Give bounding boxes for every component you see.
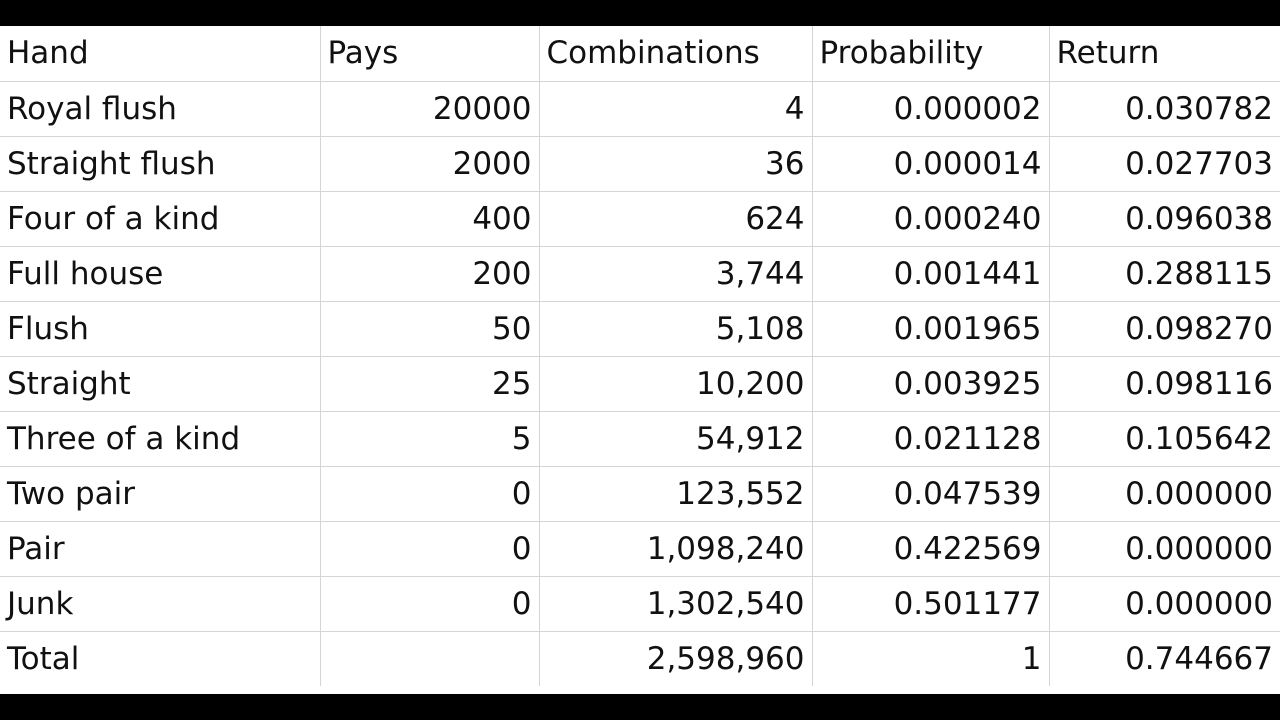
cell-pays[interactable]: 5 — [320, 411, 540, 467]
spreadsheet: Hand Pays Combinations Probability Retur… — [0, 26, 1280, 694]
cell-return[interactable]: 0.744667 — [1125, 640, 1273, 677]
cell-return[interactable]: 0.000000 — [1049, 521, 1280, 577]
cell-probability[interactable]: 0.047539 — [812, 466, 1050, 522]
cell-probability[interactable]: 0.000014 — [812, 136, 1050, 192]
cell-probability[interactable]: 0.501177 — [812, 576, 1050, 632]
cell-pays[interactable]: 0 — [320, 576, 540, 632]
cell-combinations[interactable]: 4 — [539, 81, 813, 137]
cell-hand[interactable]: Flush — [0, 301, 321, 357]
cell-combinations[interactable]: 3,744 — [539, 246, 813, 302]
cell-probability[interactable]: 0.000240 — [812, 191, 1050, 247]
cell-combinations[interactable]: 10,200 — [539, 356, 813, 412]
cell-probability[interactable]: 1 — [812, 631, 1050, 686]
cell-probability[interactable]: 0.021128 — [812, 411, 1050, 467]
header-pays[interactable]: Pays — [320, 26, 540, 82]
cell-pays[interactable]: 400 — [320, 191, 540, 247]
cell-combinations[interactable]: 1,302,540 — [539, 576, 813, 632]
cell-pays[interactable]: 50 — [320, 301, 540, 357]
cell-return[interactable]: 0.027703 — [1049, 136, 1280, 192]
table-row: Two pair 0 123,552 0.047539 0.000000 — [0, 466, 1280, 522]
cell-return[interactable]: 0.000000 — [1049, 466, 1280, 522]
header-probability[interactable]: Probability — [812, 26, 1050, 82]
cell-probability[interactable]: 0.001965 — [812, 301, 1050, 357]
cell-pays[interactable]: 0 — [320, 521, 540, 577]
cell-return[interactable]: 0.096038 — [1049, 191, 1280, 247]
cell-return[interactable]: 0.105642 — [1049, 411, 1280, 467]
cell-hand[interactable]: Full house — [0, 246, 321, 302]
cell-pays[interactable]: 20000 — [320, 81, 540, 137]
cell-probability[interactable]: 0.422569 — [812, 521, 1050, 577]
table-row: Flush 50 5,108 0.001965 0.098270 — [0, 301, 1280, 357]
total-row: Total 2,598,960 1 0.744667 — [0, 631, 1280, 686]
cell-hand[interactable]: Straight flush — [0, 136, 321, 192]
cell-hand[interactable]: Royal flush — [0, 81, 321, 137]
cell-combinations[interactable]: 5,108 — [539, 301, 813, 357]
cell-return[interactable]: 0.288115 — [1049, 246, 1280, 302]
cell-pays[interactable] — [320, 631, 540, 686]
cell-probability[interactable]: 0.003925 — [812, 356, 1050, 412]
cell-combinations[interactable]: 624 — [539, 191, 813, 247]
cell-return[interactable]: 0.098270 — [1049, 301, 1280, 357]
cell-combinations[interactable]: 36 — [539, 136, 813, 192]
table-row: Straight 25 10,200 0.003925 0.098116 — [0, 356, 1280, 412]
cell-pays[interactable]: 200 — [320, 246, 540, 302]
cell-return[interactable]: 0.000000 — [1049, 576, 1280, 632]
table-row: Three of a kind 5 54,912 0.021128 0.105642 — [0, 411, 1280, 467]
cell-hand[interactable]: Three of a kind — [0, 411, 321, 467]
table-row: Pair 0 1,098,240 0.422569 0.000000 — [0, 521, 1280, 577]
cell-return[interactable]: 0.030782 — [1049, 81, 1280, 137]
header-row: Hand Pays Combinations Probability Retur… — [0, 26, 1280, 82]
cell-combinations[interactable]: 54,912 — [539, 411, 813, 467]
table-row: Straight flush 2000 36 0.000014 0.027703 — [0, 136, 1280, 192]
table-row: Full house 200 3,744 0.001441 0.288115 — [0, 246, 1280, 302]
header-hand[interactable]: Hand — [0, 26, 321, 82]
cell-hand[interactable]: Junk — [0, 576, 321, 632]
cell-return[interactable]: 0.098116 — [1049, 356, 1280, 412]
cell-pays[interactable]: 2000 — [320, 136, 540, 192]
header-combinations[interactable]: Combinations — [539, 26, 813, 82]
table-row: Royal flush 20000 4 0.000002 0.030782 — [0, 81, 1280, 137]
cell-hand[interactable]: Four of a kind — [0, 191, 321, 247]
cell-hand[interactable]: Pair — [0, 521, 321, 577]
cell-probability[interactable]: 0.000002 — [812, 81, 1050, 137]
cell-probability[interactable]: 0.001441 — [812, 246, 1050, 302]
header-return[interactable]: Return — [1049, 26, 1280, 82]
cell-hand[interactable]: Total — [0, 631, 321, 686]
cell-hand[interactable]: Two pair — [0, 466, 321, 522]
cell-combinations[interactable]: 2,598,960 — [539, 631, 813, 686]
table-row: Junk 0 1,302,540 0.501177 0.000000 — [0, 576, 1280, 632]
cell-combinations[interactable]: 123,552 — [539, 466, 813, 522]
table-row: Four of a kind 400 624 0.000240 0.096038 — [0, 191, 1280, 247]
paytable-grid: Hand Pays Combinations Probability Retur… — [0, 26, 1280, 686]
cell-combinations[interactable]: 1,098,240 — [539, 521, 813, 577]
cell-pays[interactable]: 25 — [320, 356, 540, 412]
cell-pays[interactable]: 0 — [320, 466, 540, 522]
cell-hand[interactable]: Straight — [0, 356, 321, 412]
